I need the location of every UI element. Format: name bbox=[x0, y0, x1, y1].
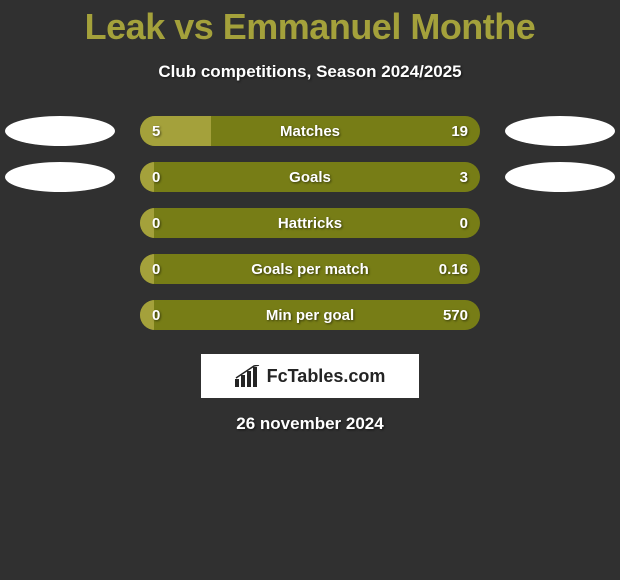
stat-right-value: 0 bbox=[460, 208, 468, 238]
stats-container: 5Matches190Goals30Hattricks00Goals per m… bbox=[0, 116, 620, 346]
stat-bar: 0Hattricks0 bbox=[140, 208, 480, 238]
stat-label: Min per goal bbox=[140, 300, 480, 330]
stat-row: 5Matches19 bbox=[0, 116, 620, 162]
player-left-ellipse bbox=[5, 116, 115, 146]
stat-row: 0Goals3 bbox=[0, 162, 620, 208]
subtitle: Club competitions, Season 2024/2025 bbox=[0, 62, 620, 82]
stat-bar: 0Goals3 bbox=[140, 162, 480, 192]
player-left-ellipse bbox=[5, 162, 115, 192]
logo-text: FcTables.com bbox=[267, 366, 386, 387]
page-title: Leak vs Emmanuel Monthe bbox=[0, 0, 620, 48]
stat-label: Goals per match bbox=[140, 254, 480, 284]
stat-label: Goals bbox=[140, 162, 480, 192]
stat-right-value: 19 bbox=[451, 116, 468, 146]
stat-row: 0Hattricks0 bbox=[0, 208, 620, 254]
logo-band: FcTables.com bbox=[201, 354, 419, 398]
stat-right-value: 570 bbox=[443, 300, 468, 330]
stat-right-value: 0.16 bbox=[439, 254, 468, 284]
date-text: 26 november 2024 bbox=[0, 414, 620, 434]
stat-bar: 5Matches19 bbox=[140, 116, 480, 146]
stat-label: Matches bbox=[140, 116, 480, 146]
bars-icon bbox=[235, 365, 261, 387]
stat-row: 0Min per goal570 bbox=[0, 300, 620, 346]
player-right-ellipse bbox=[505, 116, 615, 146]
stat-bar: 0Goals per match0.16 bbox=[140, 254, 480, 284]
stat-row: 0Goals per match0.16 bbox=[0, 254, 620, 300]
stat-right-value: 3 bbox=[460, 162, 468, 192]
stat-bar: 0Min per goal570 bbox=[140, 300, 480, 330]
stat-label: Hattricks bbox=[140, 208, 480, 238]
player-right-ellipse bbox=[505, 162, 615, 192]
